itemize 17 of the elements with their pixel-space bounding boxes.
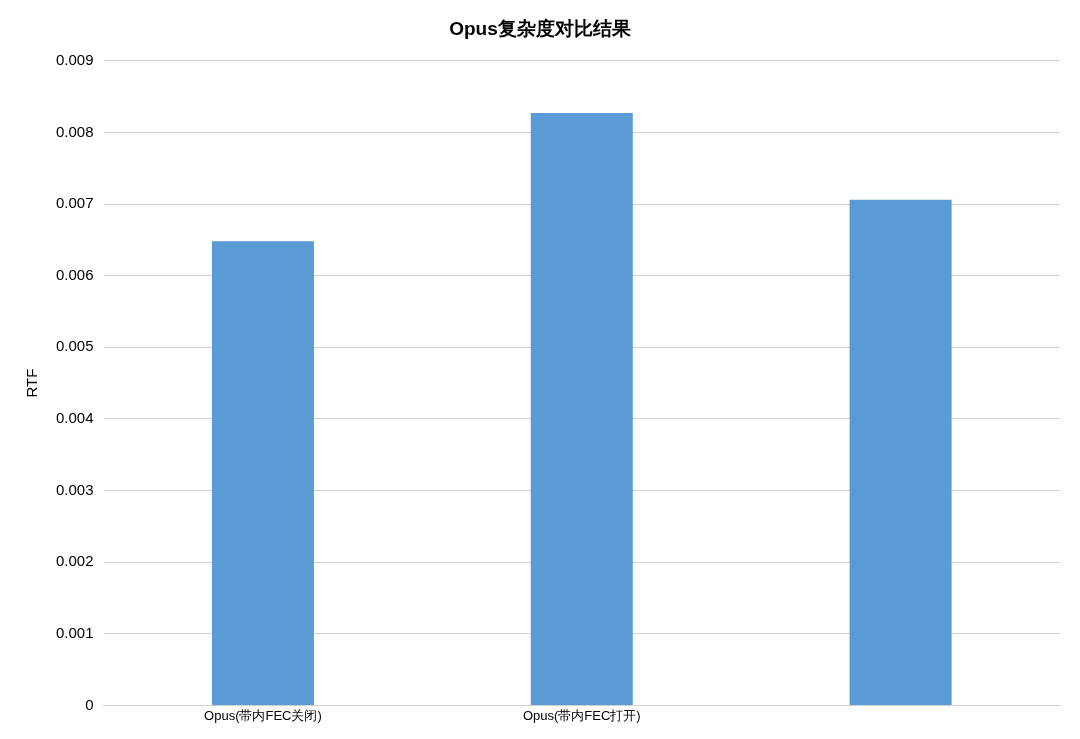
y-tick-label: 0.005 <box>55 337 94 355</box>
y-axis-title: RTF <box>23 368 41 398</box>
y-tick-label: 0.003 <box>55 480 94 498</box>
x-tick-label: Opus(带内FEC打开) <box>522 707 641 723</box>
y-tick-label: 0.009 <box>55 50 94 68</box>
x-tick-label: Opus(带内FEC关闭) <box>204 707 322 723</box>
chart-title: Opus复杂度对比结果 <box>449 17 632 39</box>
y-tick-label: 0.007 <box>55 194 94 212</box>
y-tick-label: 0.006 <box>55 265 94 283</box>
bar <box>530 113 633 705</box>
bar <box>849 199 952 705</box>
y-tick-label: 0 <box>85 695 94 713</box>
y-tick-label: 0.001 <box>55 623 94 641</box>
bar <box>211 241 314 705</box>
y-tick-label: 0.004 <box>55 409 94 427</box>
y-tick-label: 0.008 <box>55 122 94 140</box>
y-tick-label: 0.002 <box>55 552 94 570</box>
